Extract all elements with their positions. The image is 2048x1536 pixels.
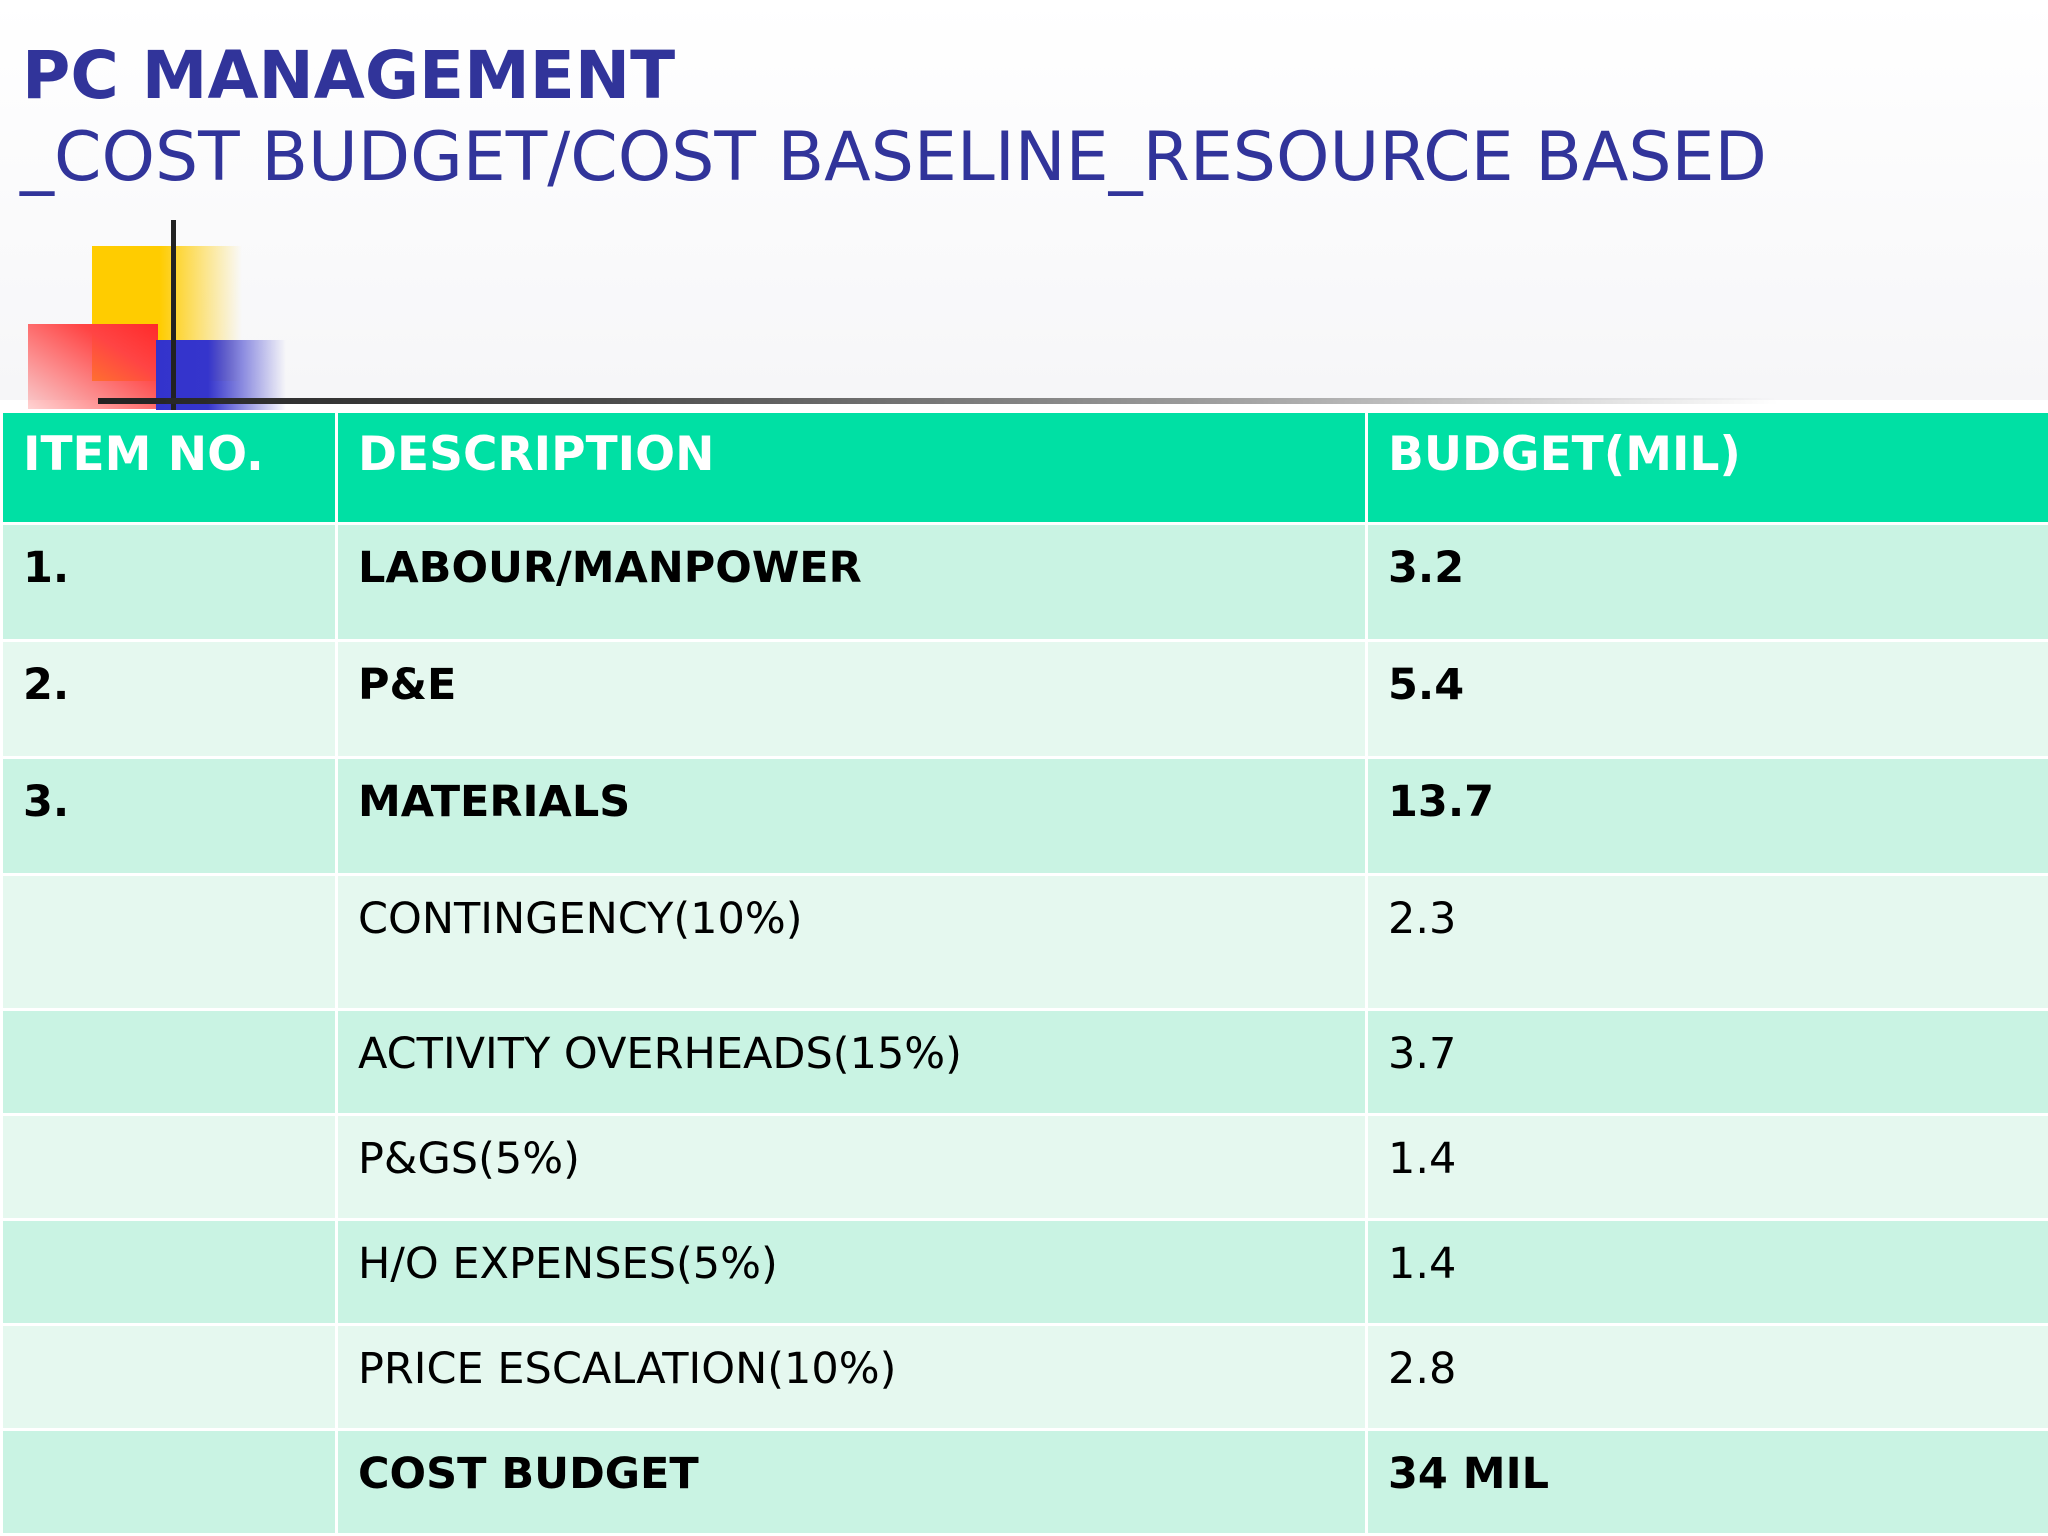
cell-description: ACTIVITY OVERHEADS(15%) — [335, 1008, 1368, 1116]
table-row: 3. MATERIALS 13.7 — [0, 756, 2048, 876]
table-row: 1. LABOUR/MANPOWER 3.2 — [0, 522, 2048, 642]
cell-item-no — [0, 1113, 338, 1221]
cell-description: COST BUDGET — [335, 1428, 1368, 1536]
cell-item-no — [0, 1428, 338, 1536]
table-row: P&GS(5%) 1.4 — [0, 1113, 2048, 1221]
cell-budget: 13.7 — [1365, 756, 2048, 876]
cell-budget: 1.4 — [1365, 1113, 2048, 1221]
cell-budget: 34 MIL — [1365, 1428, 2048, 1536]
cell-budget: 3.2 — [1365, 522, 2048, 642]
cell-description: CONTINGENCY(10%) — [335, 873, 1368, 1011]
cell-item-no: 2. — [0, 639, 338, 759]
table-row: ACTIVITY OVERHEADS(15%) 3.7 — [0, 1008, 2048, 1116]
table-row: PRICE ESCALATION(10%) 2.8 — [0, 1323, 2048, 1431]
header-item-no: ITEM NO. — [0, 410, 338, 525]
header-budget: BUDGET(MIL) — [1365, 410, 2048, 525]
slide-subtitle: _COST BUDGET/COST BASELINE_RESOURCE BASE… — [20, 118, 1767, 197]
cell-item-no — [0, 1218, 338, 1326]
cell-budget: 2.3 — [1365, 873, 2048, 1011]
red-square-decoration — [28, 324, 158, 409]
slide-title: PC MANAGEMENT — [22, 37, 676, 114]
budget-table: ITEM NO. DESCRIPTION BUDGET(MIL) 1. LABO… — [0, 410, 2048, 1536]
horizontal-rule-decoration — [98, 398, 1778, 404]
cell-budget: 3.7 — [1365, 1008, 2048, 1116]
table-header-row: ITEM NO. DESCRIPTION BUDGET(MIL) — [0, 410, 2048, 525]
cell-item-no — [0, 1008, 338, 1116]
cell-item-no — [0, 1323, 338, 1431]
table-row: CONTINGENCY(10%) 2.3 — [0, 873, 2048, 1011]
decorative-graphic — [0, 210, 2048, 418]
cell-budget: 2.8 — [1365, 1323, 2048, 1431]
cell-item-no: 3. — [0, 756, 338, 876]
cell-description: P&E — [335, 639, 1368, 759]
cell-description: MATERIALS — [335, 756, 1368, 876]
cell-item-no — [0, 873, 338, 1011]
cell-description: LABOUR/MANPOWER — [335, 522, 1368, 642]
cell-description: PRICE ESCALATION(10%) — [335, 1323, 1368, 1431]
table-row-total: COST BUDGET 34 MIL — [0, 1428, 2048, 1536]
table-row: H/O EXPENSES(5%) 1.4 — [0, 1218, 2048, 1326]
title-area: PC MANAGEMENT _COST BUDGET/COST BASELINE… — [0, 0, 2048, 400]
vertical-line-decoration — [171, 220, 176, 418]
cell-description: P&GS(5%) — [335, 1113, 1368, 1221]
cell-budget: 5.4 — [1365, 639, 2048, 759]
table-row: 2. P&E 5.4 — [0, 639, 2048, 759]
cell-item-no: 1. — [0, 522, 338, 642]
cell-budget: 1.4 — [1365, 1218, 2048, 1326]
cell-description: H/O EXPENSES(5%) — [335, 1218, 1368, 1326]
header-description: DESCRIPTION — [335, 410, 1368, 525]
